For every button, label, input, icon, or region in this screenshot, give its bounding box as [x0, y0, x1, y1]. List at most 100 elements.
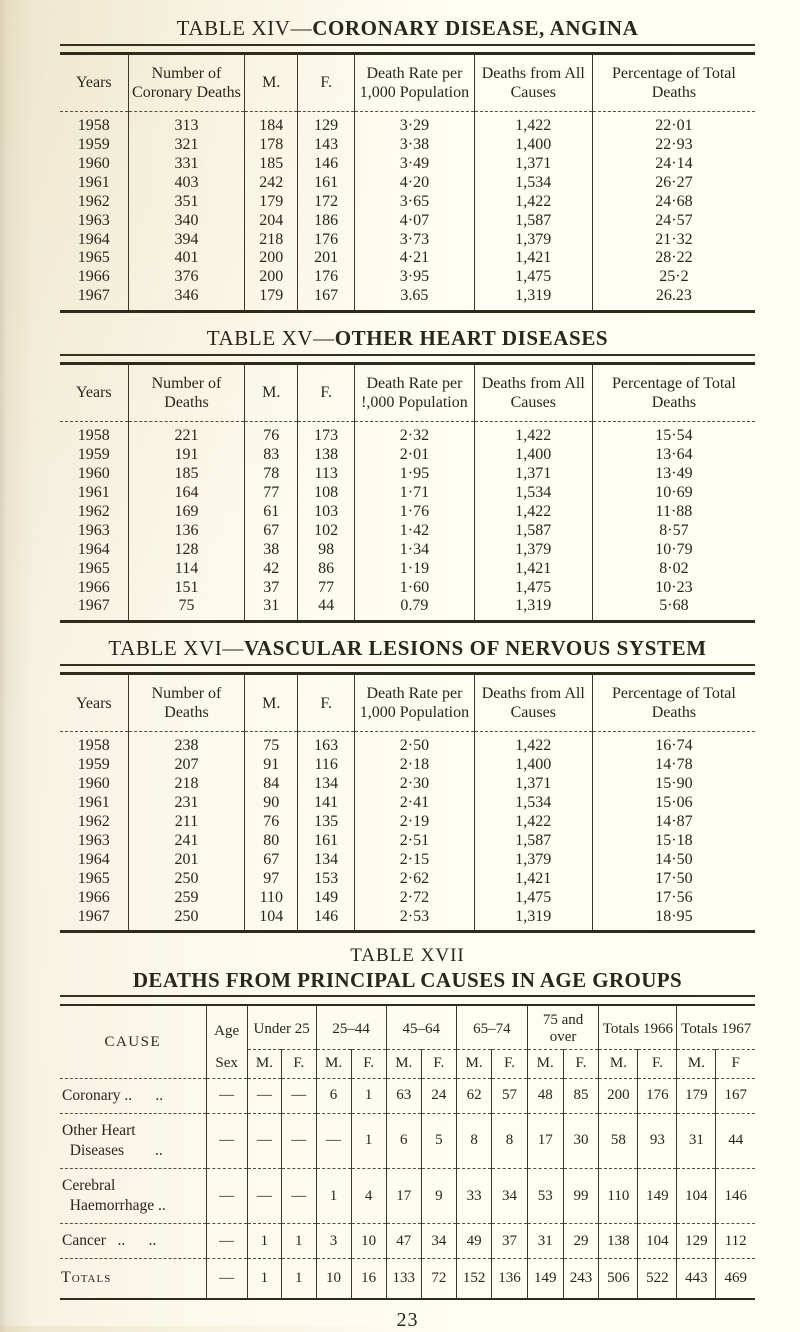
- value-cell: 49: [455, 1223, 492, 1260]
- value-cell: 98: [297, 540, 355, 560]
- value-cell: 67: [244, 850, 298, 870]
- age-group-header: Totals 1967: [676, 1005, 755, 1050]
- value-cell: 1: [246, 1258, 282, 1300]
- value-cell: 3·73: [354, 230, 475, 250]
- age-group-header: 65–74: [455, 1005, 528, 1050]
- value-cell: 57: [491, 1078, 528, 1114]
- table-row: 1967 250 104 146 2·53 1,319 18·95: [60, 907, 755, 932]
- value-cell: 176: [637, 1078, 677, 1114]
- value-cell: 178: [244, 136, 298, 155]
- column-header: Number of Deaths: [127, 673, 245, 733]
- value-cell: 11·88: [591, 502, 755, 522]
- column-header: Years: [60, 673, 129, 733]
- value-cell: 1,379: [473, 230, 593, 250]
- year-cell: 1965: [77, 559, 110, 577]
- value-cell: 153: [297, 869, 355, 889]
- table-row: 1959 207 91 116 2·18 1,400 14·78: [60, 756, 755, 776]
- year-cell: 1961: [77, 173, 110, 191]
- value-cell: 1,319: [473, 287, 593, 312]
- value-cell: 24·57: [591, 211, 755, 231]
- column-header: M.: [244, 53, 298, 113]
- value-cell: 250: [127, 869, 245, 889]
- year-cell: 1964: [77, 230, 110, 248]
- value-cell: 3: [315, 1223, 352, 1260]
- value-cell: 83: [244, 446, 298, 466]
- value-cell: 2·51: [354, 831, 475, 851]
- column-header: Death Rate per 1,000 Population: [354, 53, 475, 113]
- value-cell: 34: [420, 1223, 457, 1260]
- value-cell: 53: [526, 1168, 564, 1225]
- header-row-groups: CAUSE Age Under 25 25–44 45–64 65–74 75 and ov…: [60, 1005, 755, 1079]
- male-column-header: M.: [315, 1049, 352, 1079]
- table-xv-section: TABLE XV—OTHER HEART DISEASES Years Numbe…: [60, 324, 755, 624]
- value-cell: —: [246, 1078, 282, 1114]
- column-header: Death Rate per !,000 Population: [354, 363, 475, 423]
- age-sex-cell: —: [205, 1168, 248, 1225]
- value-cell: 2·15: [354, 850, 475, 870]
- value-cell: 176: [297, 268, 355, 288]
- value-cell: 167: [297, 287, 355, 312]
- column-header: Years: [60, 53, 129, 113]
- table-xiv-title-subject: CORONARY DISEASE, ANGINA: [312, 16, 639, 40]
- table-row: 1961 231 90 141 2·41 1,534 15·06: [60, 794, 755, 814]
- column-header: Percentage of Total Deaths: [591, 673, 755, 733]
- value-cell: 1: [350, 1113, 387, 1170]
- male-column-header: M.: [385, 1049, 422, 1079]
- value-cell: 84: [244, 775, 298, 795]
- age-group-header: 45–64: [385, 1005, 457, 1050]
- column-header: Years: [60, 363, 129, 423]
- value-cell: 128: [127, 540, 245, 560]
- value-cell: 3·29: [354, 111, 475, 136]
- cause-cell: Cerebral Haemorrhage ..: [60, 1168, 207, 1225]
- value-cell: 146: [715, 1168, 755, 1225]
- value-cell: 16·74: [591, 731, 755, 757]
- value-cell: 152: [455, 1258, 492, 1300]
- table-xiv-section: TABLE XIV—CORONARY DISEASE, ANGINA Years…: [60, 14, 755, 314]
- value-cell: 133: [385, 1258, 422, 1300]
- value-cell: 2·41: [354, 794, 475, 814]
- value-cell: 4·07: [354, 211, 475, 231]
- male-column-header: M.: [526, 1049, 564, 1079]
- value-cell: 10: [315, 1258, 352, 1300]
- cause-cell: Other Heart Diseases ..: [60, 1113, 207, 1170]
- value-cell: 90: [244, 794, 298, 814]
- value-cell: 176: [297, 230, 355, 250]
- value-cell: 506: [598, 1258, 638, 1300]
- year-cell: 1966: [77, 888, 110, 906]
- male-column-header: M.: [598, 1049, 638, 1079]
- value-cell: 13·49: [591, 465, 755, 484]
- table-xvii: CAUSE Age Under 25 25–44 45–64 65–74 75 and ov…: [60, 1004, 755, 1301]
- value-cell: 1,534: [473, 794, 593, 814]
- value-cell: 1,371: [473, 775, 593, 795]
- year-cell: 1959: [77, 756, 110, 774]
- value-cell: 1,400: [473, 136, 593, 155]
- value-cell: 2·32: [354, 421, 475, 447]
- table-row: 1966 376 200 176 3·95 1,475 25·2: [60, 268, 755, 288]
- value-cell: —: [281, 1168, 316, 1225]
- value-cell: 104: [637, 1223, 677, 1260]
- value-cell: 17: [526, 1113, 564, 1170]
- value-cell: 161: [297, 173, 355, 193]
- value-cell: 129: [297, 111, 355, 136]
- value-cell: 114: [127, 559, 245, 579]
- column-header: Number of Coronary Deaths: [127, 53, 245, 113]
- value-cell: 179: [676, 1078, 716, 1114]
- column-header: Deaths from All Causes: [473, 673, 593, 733]
- value-cell: 443: [676, 1258, 716, 1300]
- table-row: 1960 331 185 146 3·49 1,371 24·14: [60, 154, 755, 174]
- value-cell: 1,422: [473, 502, 593, 522]
- value-cell: 403: [127, 173, 245, 193]
- year-cell: 1960: [77, 154, 110, 172]
- value-cell: 25·2: [591, 268, 755, 288]
- value-cell: 1: [281, 1258, 316, 1300]
- value-cell: 15·54: [591, 421, 755, 447]
- value-cell: 1: [350, 1078, 387, 1114]
- column-header: Deaths from All Causes: [473, 363, 593, 423]
- value-cell: 75: [127, 597, 245, 622]
- year-cell: 1967: [77, 907, 110, 925]
- table-row: 1958 221 76 173 2·32 1,422 15·54: [60, 421, 755, 447]
- table-xvii-section: TABLE XVII DEATHS FROM PRINCIPAL CAUSES I…: [60, 944, 755, 1301]
- value-cell: 17·50: [591, 869, 755, 889]
- year-cell: 1964: [77, 850, 110, 868]
- year-cell: 1962: [77, 502, 110, 520]
